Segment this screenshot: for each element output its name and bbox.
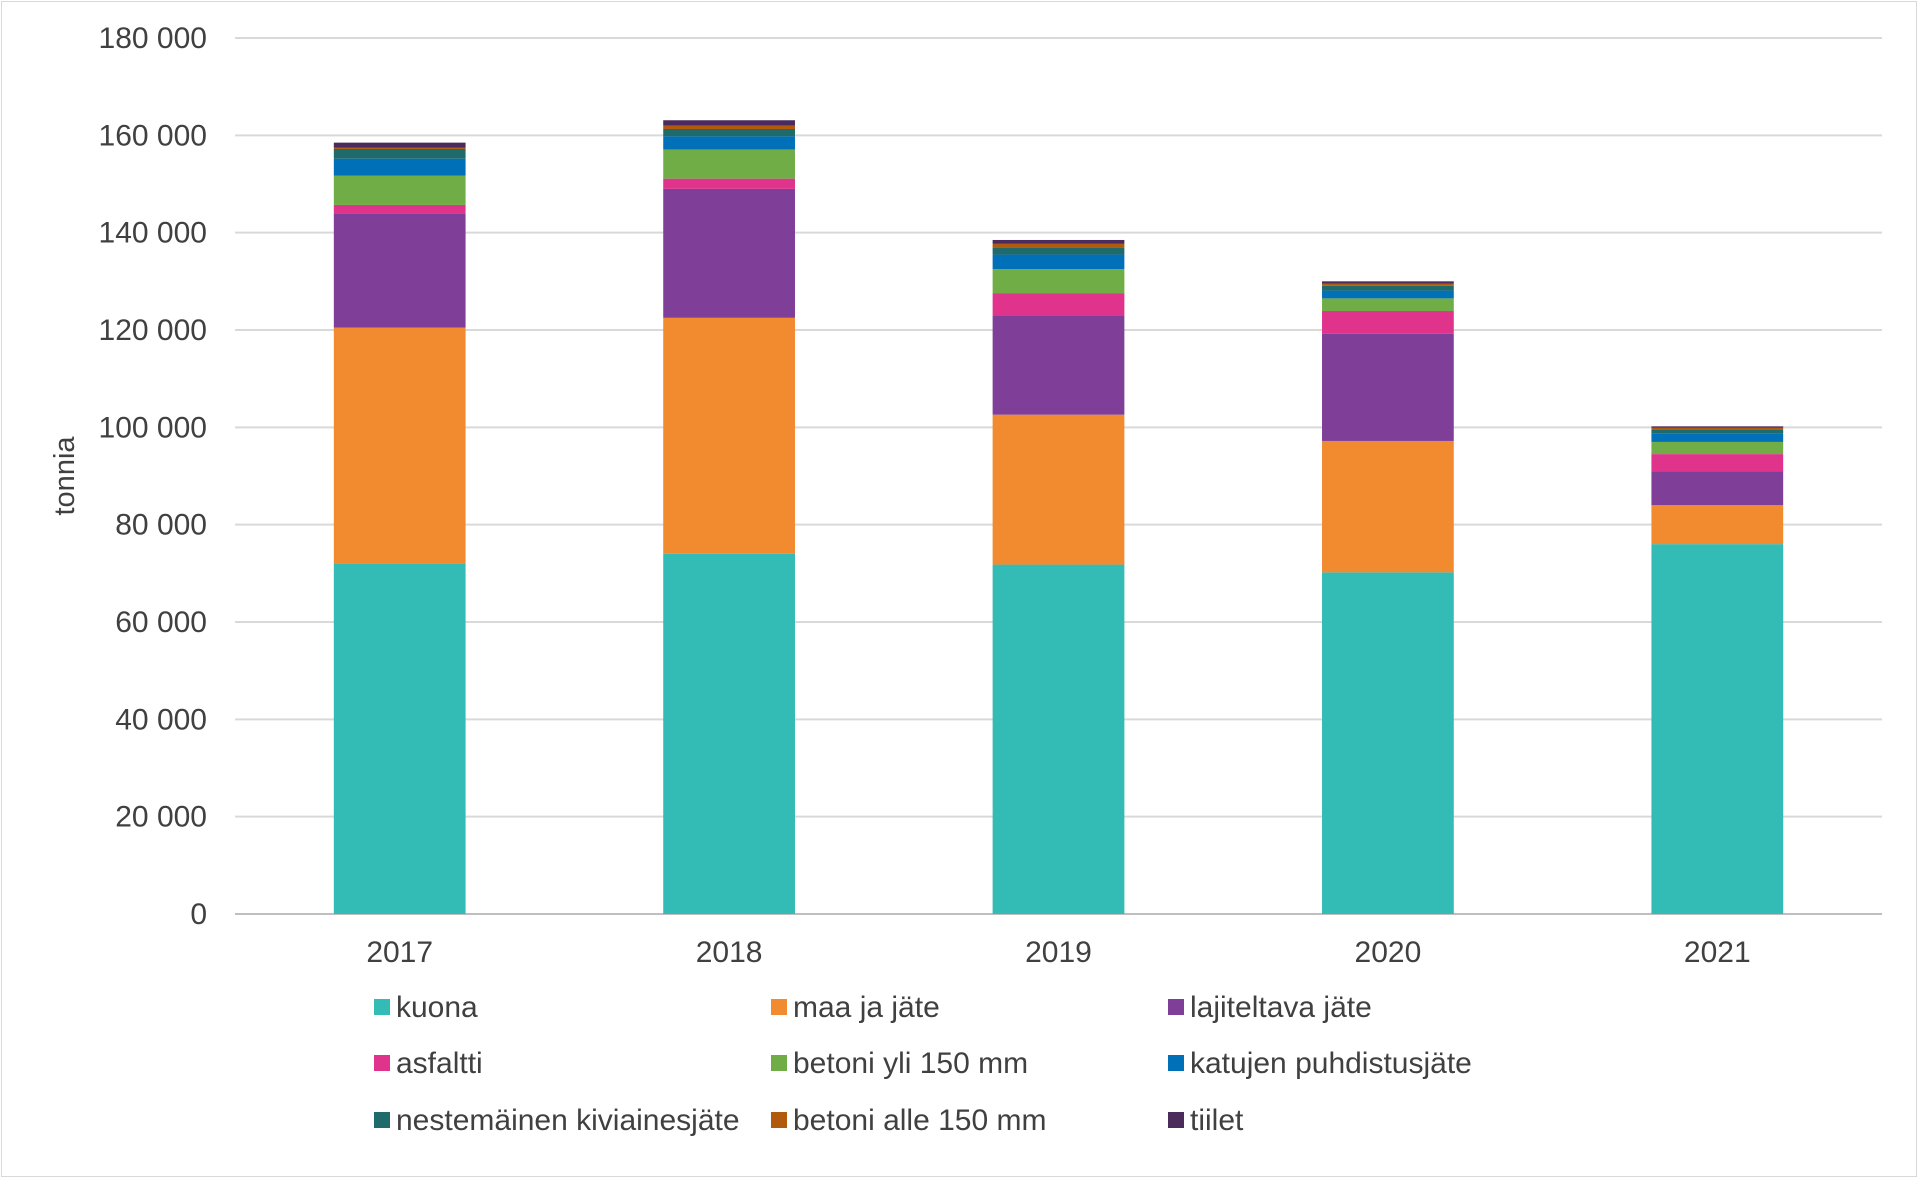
bar-segment bbox=[663, 125, 795, 130]
bar-segment bbox=[1651, 429, 1784, 434]
bar-segment bbox=[1322, 440, 1454, 573]
bar-segment bbox=[1322, 333, 1454, 441]
gridlines bbox=[235, 37, 1882, 915]
legend-item: tiilet bbox=[1168, 1104, 1244, 1137]
x-tick-label: 2021 bbox=[1684, 936, 1751, 969]
legend-label: betoni yli 150 mm bbox=[793, 1047, 1028, 1080]
legend-swatch bbox=[374, 1112, 390, 1128]
legend-swatch bbox=[1168, 1112, 1184, 1128]
legend-label: betoni alle 150 mm bbox=[793, 1104, 1046, 1137]
bar-segment bbox=[1651, 426, 1784, 428]
legend-label: lajiteltava jäte bbox=[1190, 991, 1372, 1024]
y-tick-label: 140 000 bbox=[99, 217, 207, 250]
bar-segment bbox=[1651, 433, 1784, 442]
bar-segment bbox=[1651, 441, 1784, 455]
y-tick-label: 20 000 bbox=[115, 801, 207, 834]
bar-segment bbox=[1651, 544, 1784, 914]
bar-segment bbox=[992, 414, 1125, 565]
legend-item: betoni alle 150 mm bbox=[771, 1104, 1046, 1137]
bar-segment bbox=[1322, 285, 1454, 291]
y-tick-label: 180 000 bbox=[99, 22, 207, 55]
bar-segment bbox=[663, 553, 795, 914]
bar-segment bbox=[992, 254, 1125, 270]
bar-segment bbox=[1322, 298, 1454, 312]
bar-segment bbox=[992, 293, 1125, 316]
legend-item: katujen puhdistusjäte bbox=[1168, 1047, 1472, 1080]
bar-segment bbox=[663, 188, 795, 318]
bar-segment bbox=[1651, 505, 1784, 545]
legend-item: nestemäinen kiviainesjäte bbox=[374, 1104, 740, 1137]
legend-swatch bbox=[374, 999, 390, 1015]
legend-item: asfaltti bbox=[374, 1047, 483, 1080]
bar-segment bbox=[333, 563, 466, 914]
bars bbox=[333, 120, 1784, 914]
y-tick-label: 120 000 bbox=[99, 314, 207, 347]
y-tick-labels: 0 20 000 40 000 60 000 80 000 100 000 120 000 1… bbox=[99, 22, 207, 931]
x-tick-label: 2020 bbox=[1355, 936, 1422, 969]
x-tick-labels: 2017 2018 2019 2020 2021 bbox=[366, 936, 1750, 969]
bar-segment bbox=[663, 120, 795, 126]
x-tick-label: 2019 bbox=[1025, 936, 1092, 969]
legend-label: asfaltti bbox=[396, 1047, 483, 1080]
legend-swatch bbox=[771, 1112, 787, 1128]
bar-segment bbox=[992, 315, 1125, 415]
bar-segment bbox=[333, 327, 466, 564]
bar-segment bbox=[1322, 290, 1454, 299]
bar-segment bbox=[663, 317, 795, 554]
bar-segment bbox=[333, 213, 466, 328]
bar-segment bbox=[663, 178, 795, 189]
bar-segment bbox=[663, 129, 795, 137]
legend-label: maa ja jäte bbox=[793, 991, 940, 1024]
y-tick-label: 80 000 bbox=[115, 509, 207, 542]
bar-segment bbox=[1651, 427, 1784, 430]
y-tick-label: 40 000 bbox=[115, 703, 207, 736]
bar-segment bbox=[333, 147, 466, 149]
legend-swatch bbox=[771, 1055, 787, 1071]
legend: kuona maa ja jäte lajiteltava jäte asfaltti… bbox=[374, 991, 1472, 1137]
legend-label: tiilet bbox=[1190, 1104, 1244, 1137]
legend-label: kuona bbox=[396, 991, 478, 1024]
legend-item: betoni yli 150 mm bbox=[771, 1047, 1028, 1080]
bar-segment bbox=[333, 142, 466, 148]
y-tick-label: 100 000 bbox=[99, 411, 207, 444]
legend-item: kuona bbox=[374, 991, 478, 1024]
legend-swatch bbox=[374, 1055, 390, 1071]
legend-swatch bbox=[1168, 999, 1184, 1015]
legend-swatch bbox=[771, 999, 787, 1015]
bar-segment bbox=[1322, 283, 1454, 286]
y-tick-label: 160 000 bbox=[99, 119, 207, 152]
y-tick-label: 60 000 bbox=[115, 606, 207, 639]
y-tick-label: 0 bbox=[190, 898, 207, 931]
bar-segment bbox=[1322, 311, 1454, 334]
bar-segment bbox=[1322, 281, 1454, 284]
bar-segment bbox=[333, 204, 466, 214]
legend-swatch bbox=[1168, 1055, 1184, 1071]
y-axis-label: tonnia bbox=[49, 436, 81, 516]
legend-label: nestemäinen kiviainesjäte bbox=[396, 1104, 740, 1137]
legend-item: maa ja jäte bbox=[771, 991, 940, 1024]
bar-segment bbox=[992, 269, 1125, 294]
bar-segment bbox=[1651, 454, 1784, 472]
bar-segment bbox=[333, 158, 466, 176]
bar-segment bbox=[663, 136, 795, 150]
legend-item: lajiteltava jäte bbox=[1168, 991, 1372, 1024]
bar-segment bbox=[333, 175, 466, 205]
x-tick-label: 2017 bbox=[366, 936, 433, 969]
bar-segment bbox=[992, 564, 1125, 914]
bar-segment bbox=[992, 247, 1125, 255]
bar-segment bbox=[992, 243, 1125, 248]
bar-segment bbox=[333, 148, 466, 159]
legend-label: katujen puhdistusjäte bbox=[1190, 1047, 1472, 1080]
bar-segment bbox=[1322, 572, 1454, 914]
bar-segment bbox=[663, 149, 795, 179]
x-tick-label: 2018 bbox=[696, 936, 763, 969]
bar-segment bbox=[1651, 471, 1784, 506]
bar-segment bbox=[992, 239, 1125, 244]
